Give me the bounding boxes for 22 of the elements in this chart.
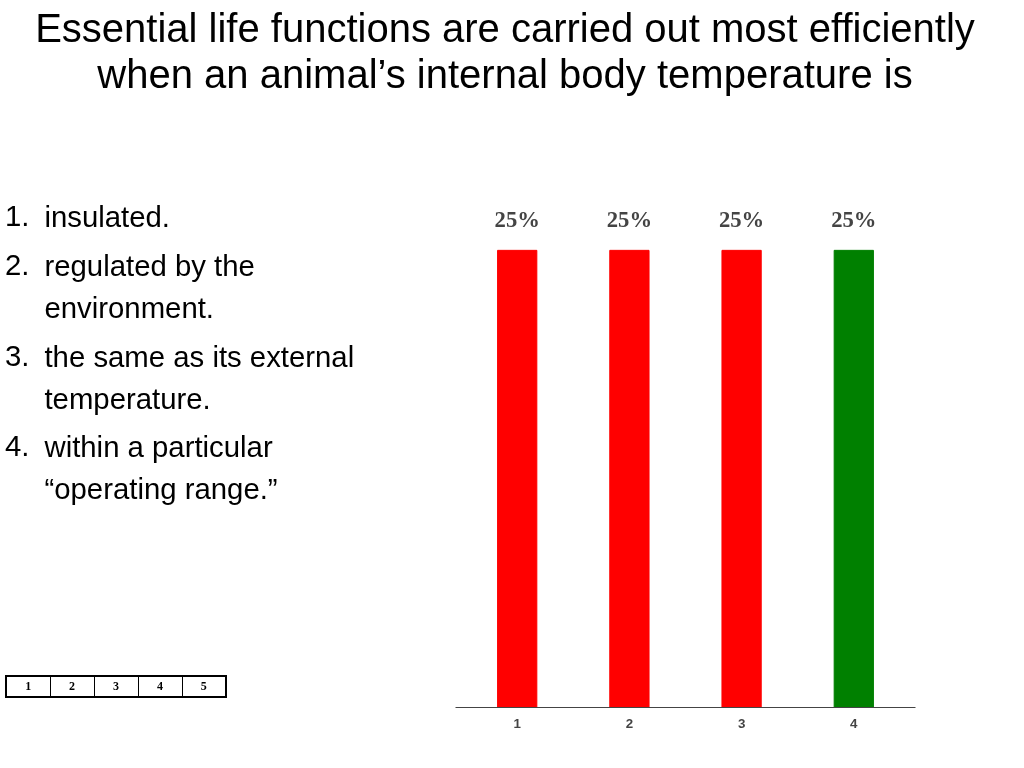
x-tick-label: 1 [513,715,522,731]
text: 3. [5,337,31,374]
text: 4. [5,428,31,465]
x-tick-label: 2 [625,715,634,731]
text: within a particular “operating range.” [43,429,279,508]
text: 2. [5,246,31,283]
text: 4 [138,676,182,698]
text: the same as its external temperature. [43,338,356,417]
text: 5 [182,676,226,698]
x-tick-label: 4 [850,715,859,731]
text: 1. [5,198,31,234]
text: insulated. [43,199,171,235]
text: 3 [94,676,138,698]
text: 1 [6,676,50,698]
text: 2 [50,676,94,698]
chart-title: Essential life functions are carried out most efficiently when an animal’s internal body temperature is [34,5,976,97]
data-label: 25% [718,207,765,233]
data-label: 25% [494,207,540,233]
data-label: 25% [606,207,653,233]
data-label: 25% [831,207,877,233]
text: regulated by the environment. [43,247,256,326]
x-tick-label: 3 [737,715,746,731]
